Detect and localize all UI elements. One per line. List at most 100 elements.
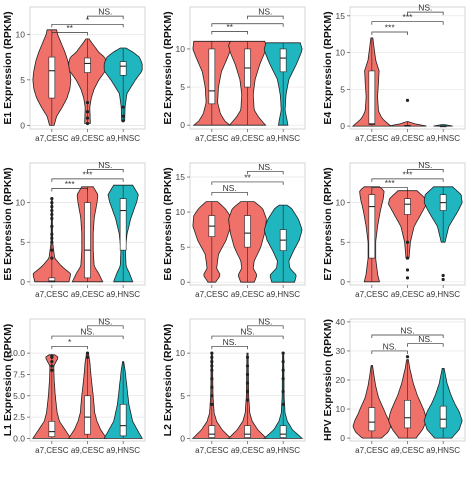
significance-label: ** [244,172,251,182]
significance-label: ** [66,23,73,33]
y-axis-label: E5 Expression (RPKM) [2,167,14,280]
outlier-point [50,256,54,260]
significance-label: *** [65,179,76,189]
significance-label: NS. [98,316,112,326]
significance-label: NS. [418,334,432,344]
outlier-point [405,355,410,359]
significance-bracket [247,325,284,329]
outlier-point [210,368,214,372]
x-category-label: a9,HNSC [426,290,460,299]
outlier-point [50,364,54,368]
outlier-point [50,204,54,209]
y-tick-label: 2.5 [13,412,25,422]
outlier-point [50,212,54,217]
y-tick-label: 10.0 [8,348,25,358]
significance-bracket [247,15,284,20]
significance-bracket [211,335,284,340]
y-tick-label: 7.5 [13,369,25,379]
significance-label: ** [226,22,233,32]
x-category-label: a9,HNSC [426,446,460,455]
significance-label: NS. [400,325,414,335]
significance-label: NS. [80,327,94,337]
outlier-point [50,240,54,244]
y-axis-label: E7 Expression (RPKM) [322,167,334,280]
significance-bracket [211,23,284,27]
significance-label: *** [403,12,414,22]
significance-label: NS. [258,7,272,17]
outlier-point [245,389,250,394]
y-tick-label: 5 [20,75,25,85]
y-tick-label: 5 [180,82,185,92]
outlier-point [405,276,410,280]
significance-bracket [371,31,408,35]
x-category-label: a7,CESC [355,446,389,455]
significance-bracket [51,178,124,182]
x-category-label: a7,CESC [35,290,69,299]
y-tick-label: 10 [336,198,346,208]
x-category-label: a9,HNSC [106,290,140,299]
x-category-label: a7,CESC [355,290,389,299]
x-category-label: a9,CESC [71,134,105,143]
y-axis-label: E4 Expression (RPKM) [322,11,334,124]
significance-label: NS. [223,337,237,347]
outlier-point [85,351,90,355]
x-category-label: a9,HNSC [106,134,140,143]
significance-bracket [51,345,88,350]
y-tick-label: 15 [176,172,186,182]
outlier-point [50,236,54,240]
y-tick-label: 0 [340,433,345,443]
significance-label: * [68,337,72,347]
y-axis-label: L2 Expression (RPKM) [162,324,174,437]
y-tick-label: 15 [336,11,346,21]
outlier-point [281,360,285,364]
significance-bracket [371,21,444,25]
significance-label: *** [385,22,396,32]
significance-label: NS. [223,183,237,193]
y-tick-label: 0 [20,120,25,130]
boxplot-box [368,407,376,432]
panel-6: 0 5 10 *** *** NS. a7,CESC a9,CESC a9,HNSC E7 Exp… [322,160,466,299]
y-axis-label: E2 Expression (RPKM) [162,11,174,124]
outlier-point [50,248,54,252]
y-tick-label: 5 [180,242,185,252]
outlier-point [50,197,54,201]
outlier-point [50,201,54,205]
boxplot-box [119,61,127,76]
y-tick-label: 0.0 [13,433,25,443]
x-category-label: a9,CESC [71,290,105,299]
x-category-label: a9,HNSC [266,290,300,299]
x-category-label: a9,CESC [391,134,425,143]
y-tick-label: 5 [340,237,345,247]
outlier-point [210,377,214,381]
x-category-label: a9,CESC [391,446,425,455]
significance-label: NS. [240,327,254,337]
significance-label: * [86,15,90,25]
panel-3: 0 5 10 15 *** *** NS. a7,CESC a9,CESC a9,HNSC E4 E… [322,3,466,143]
y-tick-label: 10 [176,44,186,54]
outlier-point [85,110,90,114]
outlier-point [281,368,285,372]
significance-bracket [87,15,124,20]
x-category-label: a7,CESC [35,446,69,455]
boxplot-box [48,56,56,99]
significance-bracket [87,325,124,329]
x-category-label: a9,CESC [71,446,105,455]
outlier-point [405,268,410,272]
significance-label: NS. [418,3,432,13]
y-tick-label: 10 [176,207,186,217]
y-tick-label: 0 [180,433,185,443]
significance-label: NS. [383,341,397,351]
outlier-point [85,121,90,126]
outlier-point [210,402,214,406]
panel-5: 0 5 10 15 NS. ** NS. a7,CESC a9,CESC a9,HNSC E6 Ex… [162,162,306,299]
x-category-label: a9,HNSC [426,134,460,143]
significance-bracket [211,192,248,196]
significance-bracket [51,335,124,340]
y-tick-label: 5 [340,84,345,94]
significance-bracket [247,171,284,175]
boxplot-box [279,48,287,73]
boxplot-box [208,425,216,438]
y-tick-label: 5 [20,237,25,247]
y-tick-label: 0 [20,277,25,287]
